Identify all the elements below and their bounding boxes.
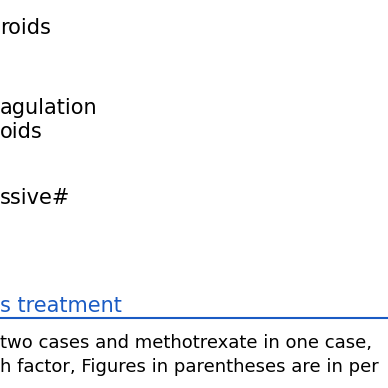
Text: roids: roids <box>0 18 51 38</box>
Text: h factor, Figures in parentheses are in per: h factor, Figures in parentheses are in … <box>0 358 379 376</box>
Text: two cases and methotrexate in one case,: two cases and methotrexate in one case, <box>0 334 372 352</box>
Text: s treatment: s treatment <box>0 296 122 316</box>
Text: agulation: agulation <box>0 98 98 118</box>
Text: oids: oids <box>0 122 43 142</box>
Text: ssive#: ssive# <box>0 188 70 208</box>
